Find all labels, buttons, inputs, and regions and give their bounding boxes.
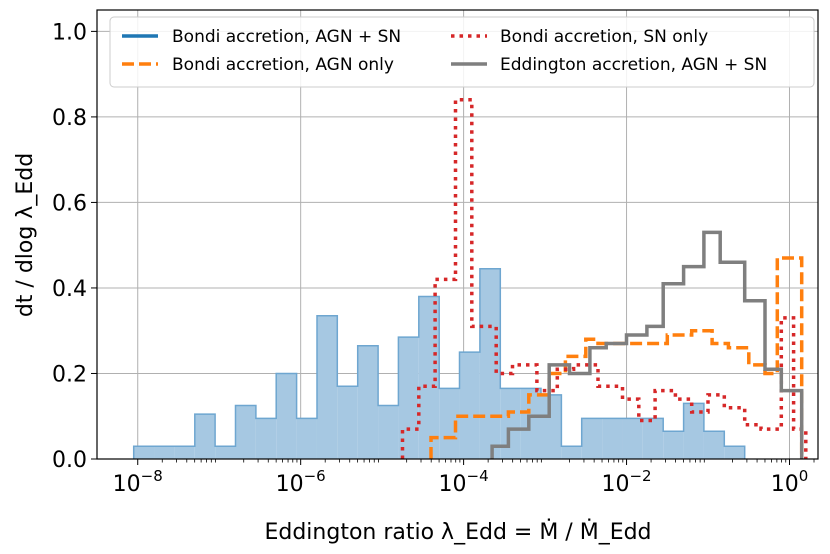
x-tick-label: 10−2: [601, 467, 651, 497]
legend-box: [109, 16, 815, 88]
histogram-bar: [642, 418, 664, 459]
histogram-bar: [602, 418, 623, 459]
histogram-bar: [703, 431, 725, 459]
histogram-bar: [174, 446, 195, 459]
series-layer: [132, 98, 808, 459]
x-tick-label: 100: [771, 467, 809, 497]
y-tick-label: 0.8: [52, 106, 87, 131]
plot-frame: [96, 9, 819, 460]
histogram-bar: [622, 418, 643, 459]
ticks: 0.0 0.2 0.4 0.6 0.8 1.0 10−8 10−6 10−4 10−2 100: [52, 20, 815, 497]
legend-label-agn-sn: Bondi accretion, AGN + SN: [172, 27, 401, 47]
x-tick-label: 10−8: [113, 467, 163, 497]
histogram-bar: [439, 388, 460, 459]
histogram-bar: [235, 405, 256, 459]
histogram-bar: [663, 431, 684, 459]
histogram-bar: [337, 386, 358, 459]
histogram-bar: [541, 394, 562, 459]
histogram-bar: [520, 388, 542, 459]
histogram-bar: [215, 446, 236, 459]
y-tick-label: 0.6: [52, 191, 87, 216]
y-tick-label: 0.2: [52, 362, 87, 387]
histogram-bar: [683, 403, 704, 459]
histogram-bar: [357, 345, 379, 459]
histogram-bar: [154, 446, 175, 459]
histogram-bar: [500, 388, 521, 459]
histogram-bar: [561, 446, 582, 459]
legend-label-eddington: Eddington accretion, AGN + SN: [500, 55, 767, 75]
histogram-bar: [479, 268, 501, 459]
x-tick-label: 10−6: [276, 467, 326, 497]
histogram-bar: [194, 414, 216, 459]
x-tick-label: 10−4: [439, 467, 489, 497]
x-axis-label-text: Eddington ratio λ_Edd = Ṁ / Ṁ_Edd: [264, 519, 651, 545]
histogram-bar: [378, 405, 399, 459]
histogram-bar: [724, 446, 745, 459]
y-tick-label: 1.0: [52, 20, 87, 45]
legend: Bondi accretion, AGN + SN Bondi accretio…: [109, 16, 815, 88]
histogram-bar: [459, 352, 480, 459]
legend-label-agn-only: Bondi accretion, AGN only: [172, 55, 394, 75]
legend-label-sn-only: Bondi accretion, SN only: [500, 27, 708, 47]
y-axis-label-text: dt / dlog λ_Edd: [13, 153, 38, 317]
x-axis-label: Eddington ratio λ_Edd = Ṁ / Ṁ_Edd: [264, 519, 651, 545]
y-axis-label: dt / dlog λ_Edd: [13, 153, 38, 317]
histogram-bar: [296, 418, 317, 459]
histogram-bar: [316, 315, 338, 459]
histogram-bar: [398, 337, 419, 459]
series-bondi-agn-sn: [132, 267, 746, 459]
step-line: [490, 230, 804, 459]
histogram-bar: [276, 373, 297, 459]
histogram-outline: [132, 267, 746, 459]
histogram-bar: [255, 418, 277, 459]
series-eddington-agn-sn: [490, 230, 804, 459]
histogram-bar: [581, 418, 603, 459]
y-tick-label: 0.0: [52, 448, 87, 473]
histogram-bar: [133, 446, 155, 459]
y-tick-label: 0.4: [52, 277, 87, 302]
